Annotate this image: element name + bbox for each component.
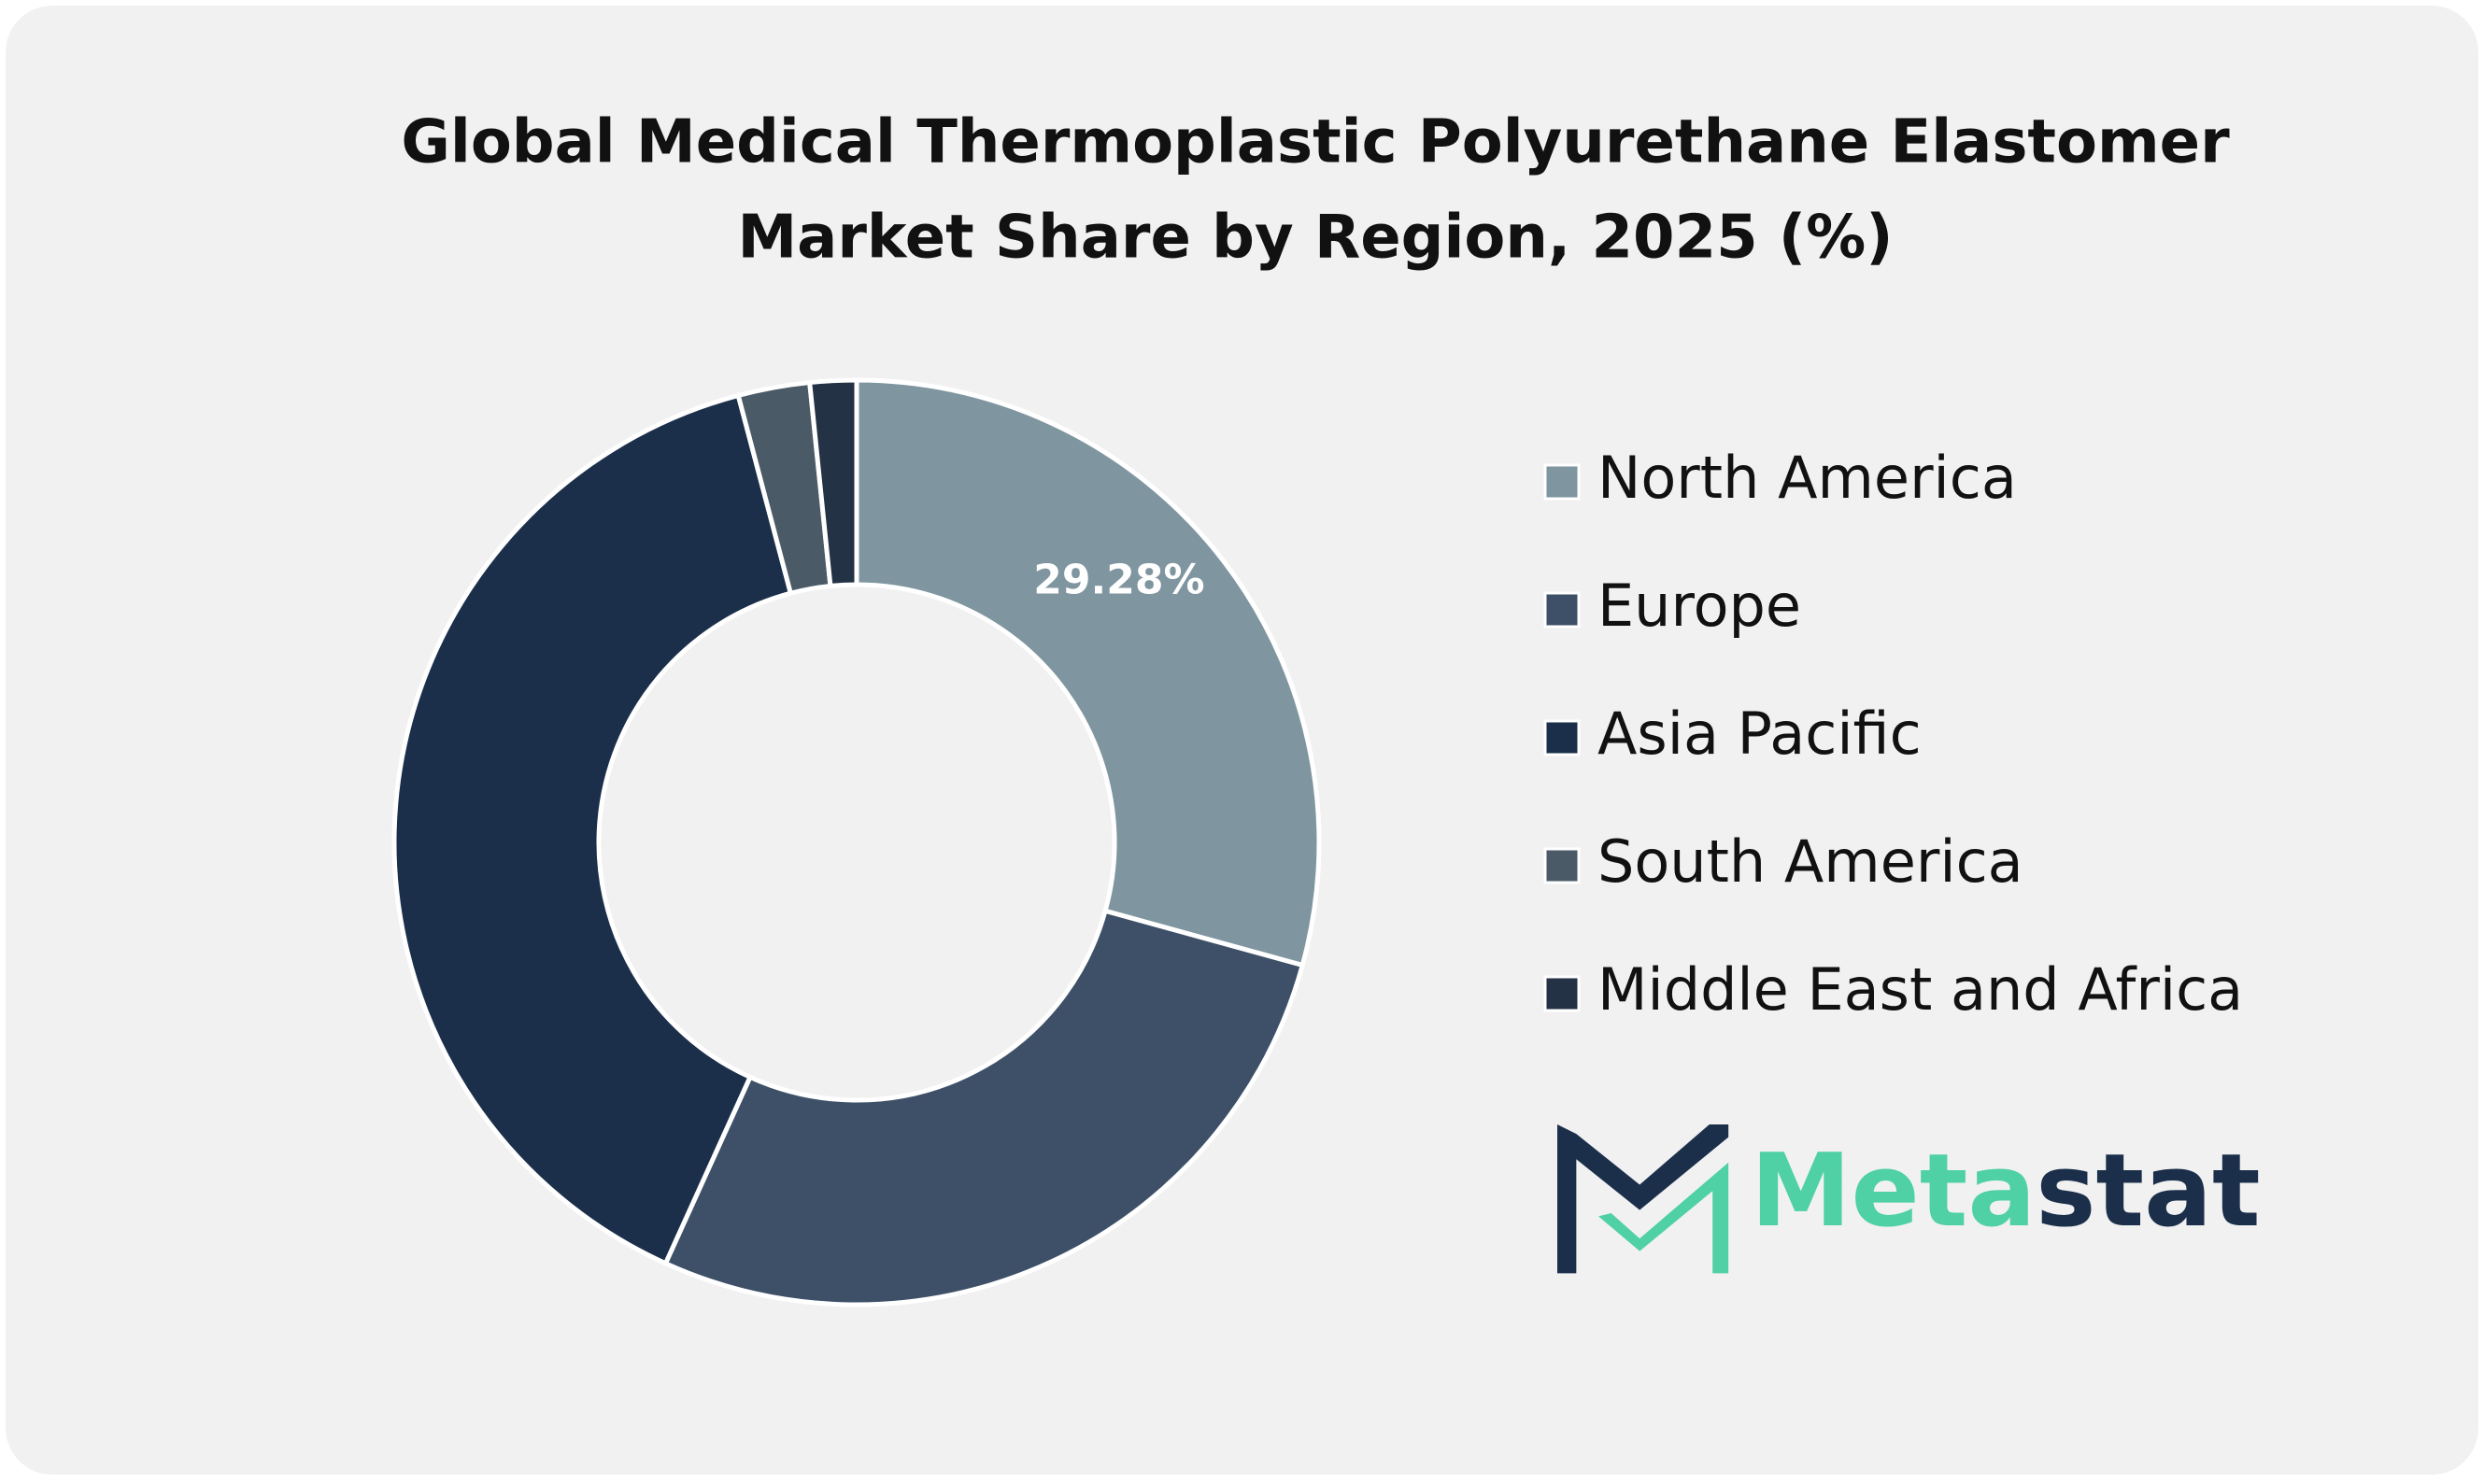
legend-label: Middle East and Africa <box>1597 955 2243 1024</box>
slice <box>854 377 1322 968</box>
slice <box>391 392 794 1267</box>
legend-swatch <box>1543 591 1581 629</box>
legend-swatch <box>1543 719 1581 756</box>
legend-swatch <box>1543 975 1581 1012</box>
slice <box>662 908 1306 1307</box>
legend-swatch <box>1543 463 1581 501</box>
legend-swatch <box>1543 847 1581 884</box>
chart-title: Market Share by Region, 2025 (%) <box>737 204 1893 273</box>
logo-part: Meta <box>1751 1133 2036 1250</box>
logo-part: stat <box>2036 1133 2260 1250</box>
legend-label: South America <box>1597 827 2023 896</box>
slice <box>806 377 859 589</box>
legend-label: Europe <box>1597 572 1801 640</box>
legend: North America Europe Asia Pacific South Ame… <box>1543 444 2243 1024</box>
legend-label: North America <box>1597 444 2017 512</box>
logo-icon <box>1557 1124 1729 1274</box>
logo: Metastat <box>1557 1124 2261 1274</box>
logo-text: Metastat <box>1751 1133 2261 1250</box>
chart-title: Global Medical Thermoplastic Polyurethan… <box>401 108 2230 177</box>
legend-label: Asia Pacific <box>1597 700 1922 768</box>
data-label: 29.28% <box>1033 557 1204 604</box>
